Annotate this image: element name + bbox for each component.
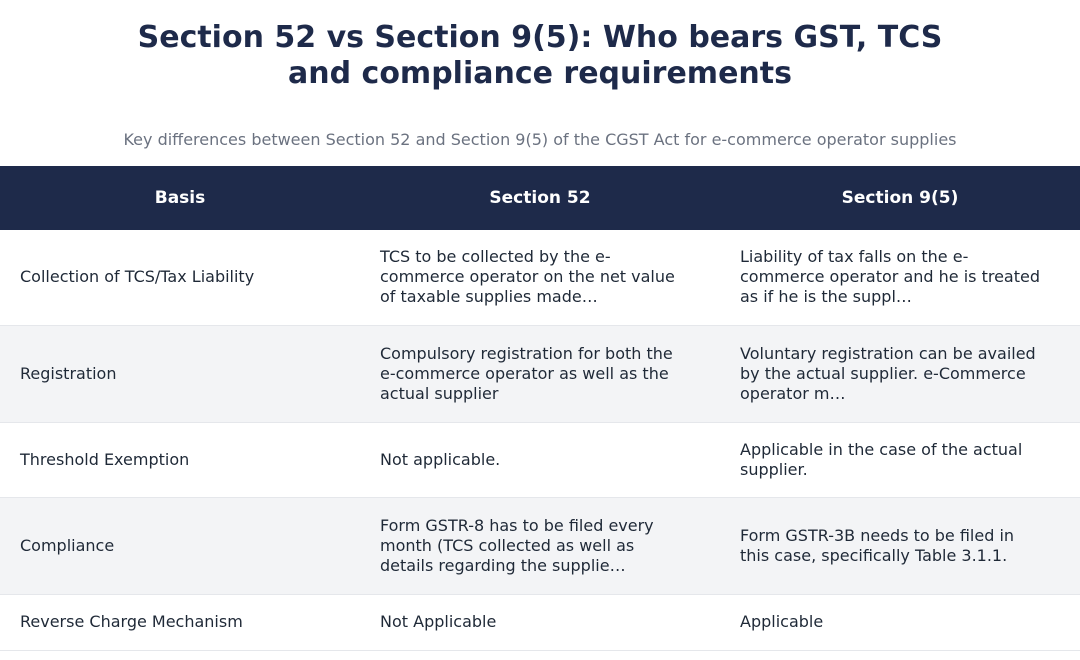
table-row: Collection of TCS/Tax Liability TCS to be… (0, 230, 1080, 325)
title: Section 52 vs Section 9(5): Who bears GS… (137, 20, 943, 91)
table-cell: Compliance (0, 497, 360, 594)
table-row: Compliance Form GSTR-8 has to be filed ev… (0, 497, 1080, 594)
table-cell: Threshold Exemption (20, 449, 190, 469)
table-cell: Not Applicable (380, 612, 497, 631)
subtitle: Key differences between Section 52 and S… (123, 130, 957, 149)
table-cell: Form GSTR-8 has to be filed every month … (360, 497, 720, 594)
column-header: Basis (0, 166, 360, 230)
table-cell: Form GSTR-3B needs to be filed in this c… (720, 497, 1080, 594)
table-cell: Applicable in the case of the actual sup… (740, 439, 1023, 479)
table-cell: Not applicable. (380, 449, 501, 469)
column-header: Section 52 (360, 166, 720, 230)
table-cell: Registration (0, 325, 360, 422)
table-row: Reverse Charge Mechanism Not Applicable Ap… (0, 594, 1080, 650)
comparison-table: Basis Section 52 Section 9(5) Collection o… (0, 166, 1080, 651)
table-cell: Voluntary registration can be availed by… (720, 325, 1080, 422)
table-cell: Applicable (740, 612, 824, 631)
table-body: Collection of TCS/Tax Liability TCS to be… (0, 230, 1080, 650)
table-cell: TCS to be collected by the e-commerce op… (380, 247, 675, 307)
table-row: Threshold Exemption Not applicable. Applic… (0, 422, 1080, 497)
table-cell: Collection of TCS/Tax Liability (20, 267, 255, 287)
table-cell: Compulsory registration for both the e-c… (360, 325, 720, 422)
column-header: Section 9(5) (720, 166, 1080, 230)
table-cell: Liability of tax falls on the e-commerce… (740, 247, 1040, 307)
header-row: Basis Section 52 Section 9(5) (0, 166, 1080, 230)
table-cell: Reverse Charge Mechanism (20, 612, 243, 631)
table-row: Registration Compulsory registration for … (0, 325, 1080, 422)
table-header: Basis Section 52 Section 9(5) (0, 166, 1080, 230)
